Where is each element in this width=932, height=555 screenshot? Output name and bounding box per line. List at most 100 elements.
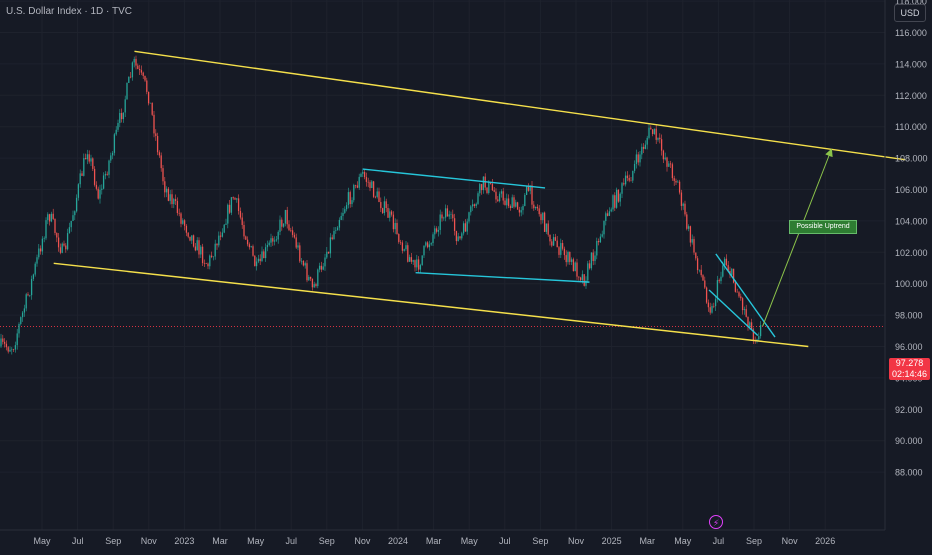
candle-body (14, 345, 17, 350)
lightning-icon[interactable]: ⚡ (709, 515, 723, 529)
candle-body (659, 137, 661, 140)
candle-body (383, 201, 386, 214)
candle-body (633, 163, 636, 171)
candle-body (169, 194, 171, 201)
candle-body (284, 209, 287, 224)
candle-body (524, 194, 526, 207)
candle-body (110, 155, 112, 161)
candle-body (138, 68, 141, 71)
candle-body (641, 146, 643, 155)
candle-body (347, 192, 350, 206)
candle-body (732, 268, 735, 283)
candle-body (398, 234, 400, 242)
candle-body (711, 305, 713, 313)
candle-body (255, 261, 258, 267)
candle-body (626, 175, 629, 179)
candle-body (540, 214, 542, 221)
candle-body (90, 158, 92, 162)
candle-body (473, 204, 476, 206)
candle-body (502, 191, 504, 201)
candle-body (488, 181, 490, 193)
candle-body (88, 154, 90, 162)
candle-body (452, 214, 454, 219)
candle-body (497, 199, 499, 202)
candle-body (608, 211, 611, 216)
candle-body (54, 218, 56, 233)
candle-body (574, 262, 576, 272)
candle-body (358, 176, 360, 188)
candle-body (461, 233, 463, 239)
candle-body (75, 197, 78, 212)
candle-body (39, 248, 42, 252)
x-tick-label: Jul (285, 536, 297, 546)
candle-body (579, 277, 582, 281)
candle-body (369, 182, 371, 189)
candle-body (261, 251, 263, 262)
candle-body (61, 243, 63, 253)
x-tick-label: 2024 (388, 536, 408, 546)
candle-body (351, 200, 353, 205)
candle-body (417, 259, 420, 270)
candle-body (758, 336, 760, 340)
candle-body (747, 316, 749, 327)
annotation-label[interactable]: Possible Uptrend (789, 220, 857, 234)
candle-body (104, 173, 107, 176)
candle-body (385, 201, 387, 208)
candle-body (43, 238, 45, 239)
candle-body (587, 263, 589, 281)
candle-body (538, 208, 540, 215)
candle-body (702, 275, 704, 281)
lower-channel-line[interactable] (53, 262, 809, 348)
candle-body (137, 65, 139, 69)
range-lower-line[interactable] (415, 272, 590, 283)
candle-body (207, 263, 209, 267)
candle-body (158, 152, 161, 156)
candle-body (470, 206, 472, 213)
candle-body (596, 240, 598, 256)
bar-countdown: 02:14:46 (891, 369, 928, 379)
candle-body (480, 184, 483, 191)
y-tick-label: 112.000 (895, 91, 927, 101)
currency-button[interactable]: USD (894, 4, 926, 22)
upper-channel-line[interactable] (134, 50, 906, 161)
candle-body (531, 185, 533, 205)
candle-body (423, 245, 425, 256)
candle-body (709, 307, 711, 313)
candle-body (192, 235, 195, 247)
candle-body (718, 280, 720, 282)
projection-arrow[interactable] (762, 148, 833, 327)
range-upper-line[interactable] (362, 168, 546, 189)
candle-body (585, 280, 587, 286)
candle-body (290, 230, 292, 231)
candle-body (354, 185, 357, 186)
wedge-upper-line[interactable] (715, 253, 776, 338)
candle-body (349, 192, 351, 205)
candle-body (92, 158, 94, 169)
candle-body (322, 266, 324, 270)
candle-body (18, 323, 20, 334)
wedge-lower-line[interactable] (708, 289, 759, 337)
candle-body (416, 259, 418, 268)
candle-body (20, 317, 22, 324)
candle-body (527, 186, 530, 191)
candle-body (101, 188, 103, 190)
candle-body (381, 208, 384, 214)
candle-body (509, 206, 512, 209)
candle-body (48, 214, 51, 222)
candle-body (623, 183, 625, 185)
candle-body (302, 260, 305, 266)
y-tick-label: 88.000 (895, 468, 923, 478)
candle-body (212, 256, 215, 258)
x-tick-label: Nov (354, 536, 371, 546)
candle-body (696, 258, 699, 271)
candle-body (669, 163, 672, 165)
candle-body (439, 214, 441, 230)
candle-body (95, 184, 98, 189)
candle-body (243, 224, 245, 237)
candle-body (599, 236, 602, 243)
candle-body (27, 294, 29, 296)
x-tick-label: Sep (532, 536, 548, 546)
candle-body (405, 245, 407, 250)
